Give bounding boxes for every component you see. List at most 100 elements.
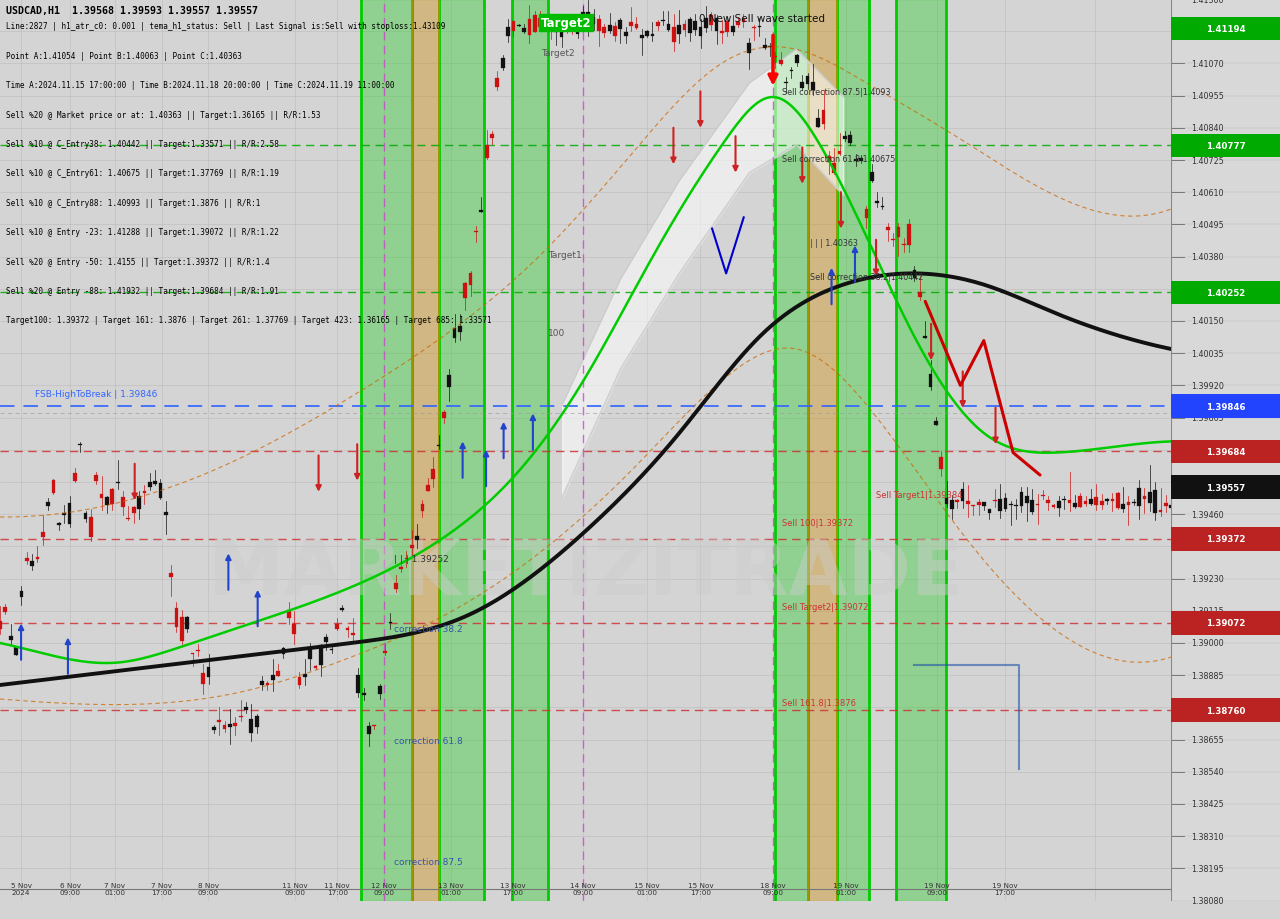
- Text: Sell correction 61.8|1.40675: Sell correction 61.8|1.40675: [782, 155, 896, 165]
- Bar: [399, 568, 403, 569]
- Bar: [1105, 500, 1108, 501]
- Text: 1.38760: 1.38760: [1206, 706, 1245, 715]
- Bar: [115, 482, 119, 483]
- Bar: [837, 0, 869, 901]
- Text: Line:2827 | h1_atr_c0: 0.001 | tema_h1_status: Sell | Last Signal is:Sell with s: Line:2827 | h1_atr_c0: 0.001 | tema_h1_s…: [6, 22, 445, 31]
- Bar: [709, 16, 713, 26]
- Bar: [544, 22, 548, 28]
- Bar: [292, 624, 296, 634]
- Bar: [881, 207, 884, 208]
- Text: Target2: Target2: [541, 17, 591, 29]
- Bar: [993, 500, 997, 502]
- Text: Sell %10 @ C_Entry88: 1.40993 || Target:1.3876 || R/R:1: Sell %10 @ C_Entry88: 1.40993 || Target:…: [6, 199, 260, 208]
- Bar: [886, 227, 890, 231]
- Bar: [356, 675, 360, 693]
- Bar: [586, 13, 590, 32]
- Bar: [741, 20, 745, 23]
- Bar: [726, 22, 730, 33]
- Bar: [9, 637, 13, 641]
- Bar: [987, 509, 991, 514]
- Text: correction 87.5: correction 87.5: [393, 857, 462, 866]
- Bar: [961, 490, 965, 502]
- Bar: [672, 28, 676, 42]
- Bar: [78, 445, 82, 446]
- Bar: [372, 725, 376, 726]
- FancyBboxPatch shape: [1171, 528, 1280, 551]
- Bar: [1153, 490, 1157, 514]
- Bar: [206, 667, 210, 677]
- Bar: [768, 47, 772, 48]
- Bar: [640, 36, 644, 39]
- Bar: [308, 648, 312, 659]
- Text: 1.39690: 1.39690: [1190, 446, 1224, 455]
- Text: USDCAD,H1  1.39568 1.39593 1.39557 1.39557: USDCAD,H1 1.39568 1.39593 1.39557 1.3955…: [6, 6, 257, 16]
- Text: 6 Nov
09:00: 6 Nov 09:00: [60, 882, 81, 895]
- FancyBboxPatch shape: [1171, 134, 1280, 158]
- Text: 12 Nov
09:00: 12 Nov 09:00: [371, 882, 397, 895]
- Bar: [100, 494, 104, 498]
- Bar: [412, 0, 439, 901]
- FancyBboxPatch shape: [1171, 440, 1280, 464]
- Text: correction 38.2: correction 38.2: [393, 625, 462, 634]
- Bar: [276, 672, 280, 675]
- Bar: [95, 476, 99, 482]
- Bar: [822, 111, 826, 125]
- Bar: [362, 693, 366, 696]
- Bar: [998, 500, 1002, 512]
- Text: 1.40265: 1.40265: [1190, 285, 1224, 294]
- Bar: [159, 484, 163, 499]
- Bar: [439, 0, 484, 901]
- Text: 1.39805: 1.39805: [1190, 414, 1224, 423]
- Bar: [186, 618, 189, 629]
- Bar: [972, 505, 975, 507]
- Bar: [1137, 488, 1140, 506]
- Bar: [346, 628, 349, 630]
- Bar: [148, 482, 151, 488]
- Bar: [68, 504, 72, 525]
- Bar: [603, 28, 607, 34]
- Text: 1.40150: 1.40150: [1190, 317, 1224, 326]
- Bar: [122, 497, 125, 507]
- Bar: [527, 19, 531, 36]
- Bar: [581, 14, 585, 28]
- Text: 1.40725: 1.40725: [1190, 156, 1224, 165]
- Bar: [31, 562, 35, 567]
- Text: 1.38425: 1.38425: [1190, 800, 1224, 809]
- Bar: [389, 622, 392, 623]
- Text: Target1: Target1: [548, 250, 582, 259]
- Text: 5 Nov
2024: 5 Nov 2024: [10, 882, 32, 895]
- Bar: [1052, 505, 1056, 507]
- Text: 1.39557: 1.39557: [1206, 483, 1245, 492]
- Bar: [51, 481, 55, 494]
- Text: Sell %10 @ C_Entry61: 1.40675 || Target:1.37769 || R/R:1.19: Sell %10 @ C_Entry61: 1.40675 || Target:…: [6, 169, 279, 178]
- Bar: [1148, 493, 1152, 504]
- Text: 7 Nov
17:00: 7 Nov 17:00: [151, 882, 172, 895]
- Bar: [966, 502, 970, 505]
- Bar: [1170, 505, 1172, 508]
- Text: 19 Nov
01:00: 19 Nov 01:00: [833, 882, 859, 895]
- Bar: [1126, 503, 1130, 505]
- Bar: [934, 422, 938, 425]
- Bar: [180, 618, 184, 641]
- Bar: [421, 505, 425, 512]
- Text: Sell correction 87.5|1.4093: Sell correction 87.5|1.4093: [782, 88, 891, 97]
- Bar: [474, 232, 477, 233]
- Text: 1.39372: 1.39372: [1206, 535, 1245, 544]
- Bar: [650, 35, 654, 37]
- Bar: [1116, 494, 1120, 508]
- Bar: [314, 667, 317, 668]
- Text: 1.41194: 1.41194: [1206, 25, 1245, 34]
- Text: 1.39846: 1.39846: [1206, 403, 1245, 411]
- Bar: [923, 336, 927, 338]
- Text: 1.40495: 1.40495: [1190, 221, 1224, 230]
- Bar: [282, 648, 285, 654]
- Text: 1.38080: 1.38080: [1190, 896, 1224, 905]
- Bar: [132, 507, 136, 514]
- Text: Sell 161.8|1.3876: Sell 161.8|1.3876: [782, 698, 856, 707]
- Bar: [517, 26, 521, 27]
- Text: 19 Nov
17:00: 19 Nov 17:00: [992, 882, 1018, 895]
- Bar: [265, 683, 269, 686]
- Bar: [324, 637, 328, 642]
- Bar: [169, 573, 173, 577]
- Bar: [613, 27, 617, 38]
